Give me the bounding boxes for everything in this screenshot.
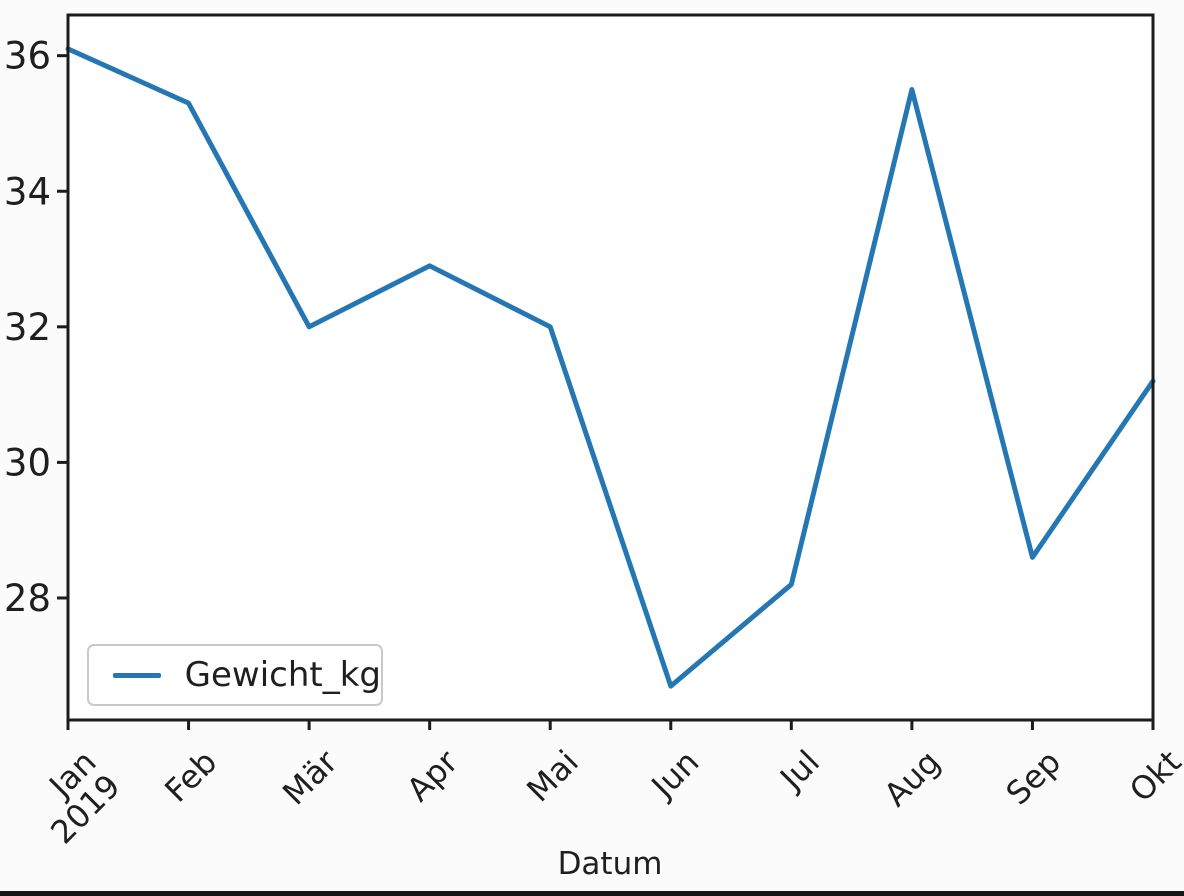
y-tick-label: 28 bbox=[4, 577, 51, 620]
x-axis-title: Datum bbox=[557, 846, 663, 882]
x-tick-label: Aug bbox=[876, 743, 947, 814]
x-tick-label: Sep bbox=[999, 743, 1069, 813]
plot-border bbox=[66, 13, 1155, 722]
legend: Gewicht_kg bbox=[87, 644, 383, 706]
y-tick-label: 32 bbox=[4, 306, 51, 349]
x-tick-label: Apr bbox=[399, 742, 466, 809]
legend-line-sample bbox=[113, 672, 161, 678]
screenshot-bottom-edge-artifact bbox=[0, 891, 1184, 896]
y-tick-label: 36 bbox=[4, 35, 51, 78]
x-tick-label: Okt bbox=[1122, 743, 1184, 810]
y-tick-label: 34 bbox=[4, 170, 51, 213]
legend-label: Gewicht_kg bbox=[184, 655, 381, 695]
data-line-gewicht-kg bbox=[65, 46, 1156, 689]
x-tick-label: Jul bbox=[771, 743, 827, 799]
x-tick-label: Mär bbox=[275, 742, 345, 812]
y-tick-label: 30 bbox=[4, 441, 51, 484]
x-tick-label: Mai bbox=[519, 743, 586, 810]
x-tick-label: Feb bbox=[157, 743, 224, 810]
x-tick-label: Jun bbox=[643, 743, 707, 807]
plot-area bbox=[68, 15, 1153, 720]
x-tick-label: Jan2019 bbox=[19, 743, 127, 851]
